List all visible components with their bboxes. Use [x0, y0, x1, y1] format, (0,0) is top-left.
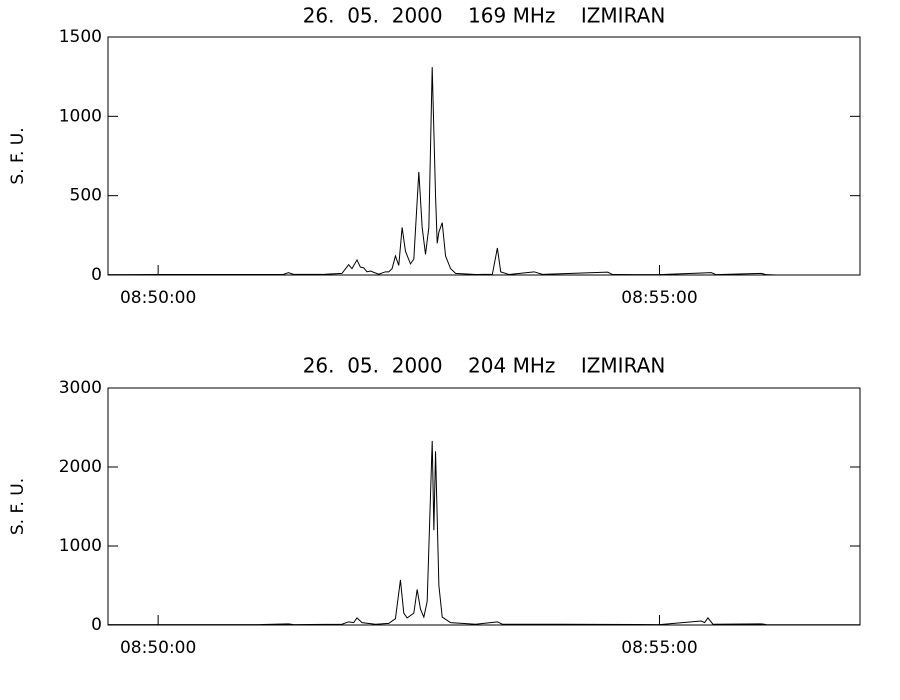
- chart-title: 26. 05. 2000 204 MHz IZMIRAN: [303, 354, 666, 378]
- data-line: [108, 440, 861, 626]
- y-tick-label: 500: [70, 186, 102, 206]
- y-tick-label: 0: [91, 615, 102, 635]
- y-tick-label: 2000: [59, 457, 102, 477]
- y-tick-label: 1000: [59, 106, 102, 126]
- y-tick-label: 1000: [59, 536, 102, 556]
- x-tick-label: 08:55:00: [621, 638, 697, 658]
- plot-frame: [107, 387, 861, 626]
- plot-frame: [107, 36, 861, 276]
- chart-title: 26. 05. 2000 169 MHz IZMIRAN: [303, 4, 666, 28]
- y-tick-label: 1500: [59, 27, 102, 47]
- x-tick-label: 08:50:00: [120, 288, 196, 308]
- y-axis-label: S. F. U.: [8, 478, 28, 535]
- y-tick-label: 3000: [59, 378, 102, 398]
- data-line: [107, 67, 777, 276]
- x-tick-label: 08:50:00: [120, 638, 196, 658]
- y-tick-label: 0: [91, 265, 102, 285]
- x-tick-label: 08:55:00: [621, 288, 697, 308]
- y-axis-label: S. F. U.: [8, 127, 28, 184]
